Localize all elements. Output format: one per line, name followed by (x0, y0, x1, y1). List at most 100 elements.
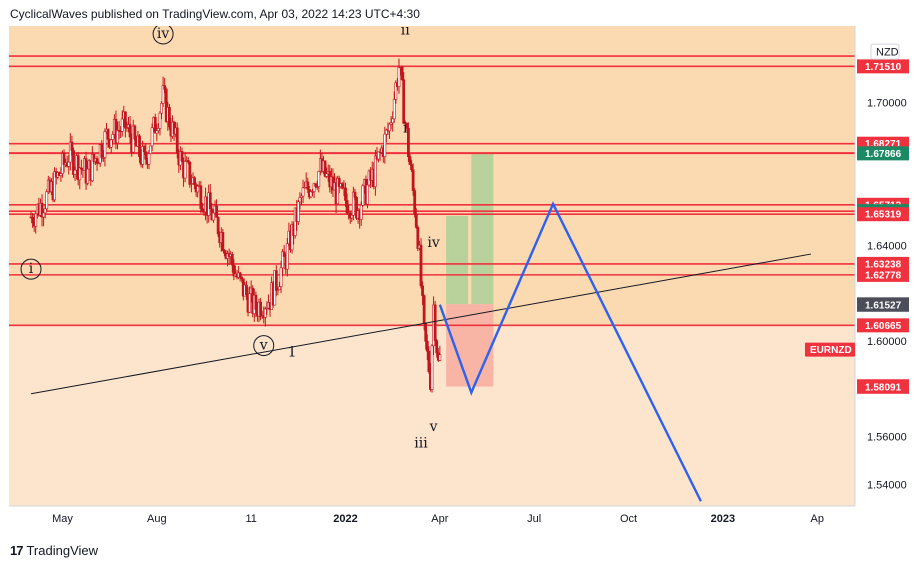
candle-body (111, 134, 115, 140)
candle-body (163, 85, 167, 90)
candle-body (400, 66, 404, 81)
price-tag: 1.62778 (857, 267, 909, 282)
candle-body (215, 205, 218, 218)
candle-body (201, 208, 204, 212)
candle-body (70, 141, 74, 151)
candle-body (78, 167, 82, 181)
price-tag-box (857, 379, 909, 394)
time-tick-label: May (52, 513, 73, 525)
candle (183, 152, 187, 183)
candle (193, 176, 196, 190)
candle-body (208, 192, 212, 210)
candle-body (128, 124, 132, 138)
candle (373, 149, 377, 196)
price-tag: 1.58091 (857, 379, 909, 394)
candle-body (109, 139, 113, 148)
price-axis[interactable]: 1.70000 1.64000 1.60000 1.56000 1.54000 (867, 97, 907, 491)
candle (70, 135, 74, 156)
candle-body (345, 200, 349, 214)
candle-body (353, 191, 357, 198)
candle (430, 344, 434, 393)
candle-body (199, 185, 203, 209)
price-tag-label: 1.58091 (865, 382, 902, 393)
candle (337, 175, 341, 194)
candle (351, 186, 355, 221)
candle-body (296, 201, 300, 222)
tradingview-logo-icon: 17 (10, 543, 24, 558)
candle-body (31, 217, 34, 224)
price-tag: 1.71510 (857, 59, 909, 74)
candle (133, 124, 137, 141)
footer: 17 TradingView (10, 543, 98, 558)
price-tag-box (857, 256, 909, 271)
candle-body (373, 155, 377, 187)
candle (141, 140, 145, 169)
price-tag: 1.65319 (857, 207, 909, 222)
candle-body (413, 190, 417, 215)
candle-body (281, 251, 285, 269)
candle-body (221, 232, 225, 251)
candle (435, 339, 439, 358)
candle-body (407, 127, 410, 158)
candle-body (351, 191, 355, 216)
candle-body (186, 160, 190, 163)
wave-label: v (429, 419, 438, 435)
candle-body (259, 301, 262, 317)
price-tag-label: 1.62778 (865, 270, 902, 281)
candle-body (391, 118, 395, 124)
candle-body (86, 168, 90, 184)
time-tick-label: 11 (245, 513, 256, 525)
trendline[interactable] (30, 253, 812, 395)
candle-body (59, 173, 63, 176)
candle (438, 345, 442, 362)
candle-body (435, 340, 439, 354)
price-tag-box (857, 318, 909, 333)
price-tag-box (857, 59, 909, 74)
candle (90, 146, 94, 183)
wave-label: ii (401, 22, 410, 38)
candle-body (144, 151, 148, 160)
candle-body (325, 173, 329, 177)
candle-body (427, 350, 431, 372)
candle-body (411, 169, 415, 191)
time-axis[interactable]: May Aug 11 2022 Apr Jul Oct 2023 Ap (52, 513, 824, 525)
candle (355, 196, 358, 220)
candle-body (430, 345, 434, 390)
candle-body (155, 130, 159, 134)
candle (392, 91, 396, 123)
candle (281, 248, 285, 277)
candle (416, 225, 420, 252)
candle (72, 147, 75, 178)
candle (147, 149, 151, 170)
candle-body (123, 111, 127, 129)
candle-body (72, 150, 75, 175)
symbol-badge: EURNZD (805, 342, 855, 357)
candle-body (424, 323, 428, 342)
candle-body (282, 251, 286, 257)
candle (186, 157, 190, 165)
wave-label: iv (157, 26, 169, 42)
price-tag: 1.61527 (857, 297, 909, 312)
candle (221, 228, 225, 252)
candle-body (248, 293, 251, 313)
footer-brand: TradingView (26, 543, 99, 558)
candle-body (392, 99, 396, 120)
candle-body (263, 308, 267, 318)
candle-body (150, 127, 154, 147)
candle (394, 80, 398, 104)
candle (144, 143, 148, 165)
price-tag-box (857, 207, 909, 222)
wave-label: i (403, 120, 408, 136)
candle-body (433, 304, 437, 341)
time-tick-label: Jul (527, 513, 541, 525)
candle-body (301, 187, 305, 197)
wave-circle (253, 335, 275, 357)
price-tag-box (857, 267, 909, 282)
candles (29, 58, 442, 393)
projection-path[interactable] (438, 201, 702, 502)
price-tick-label: 1.70000 (867, 97, 907, 109)
price-tick-label: 1.64000 (867, 241, 907, 253)
candle (421, 281, 424, 305)
candle (276, 287, 280, 296)
